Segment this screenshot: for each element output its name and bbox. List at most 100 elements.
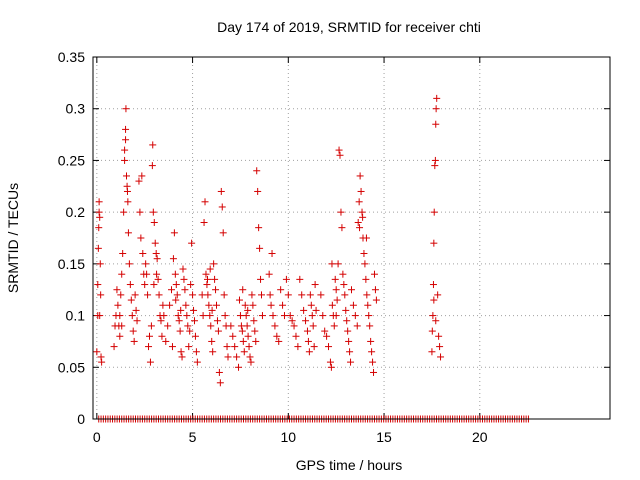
data-point: [341, 291, 349, 299]
data-point: [179, 265, 187, 273]
data-point: [432, 317, 440, 325]
data-point: [356, 224, 364, 232]
data-point: [250, 317, 258, 325]
data-point: [343, 317, 351, 325]
data-point: [212, 286, 220, 294]
data-point: [275, 337, 283, 345]
data-point: [363, 291, 371, 299]
data-point: [168, 286, 176, 294]
data-point: [338, 224, 346, 232]
data-point: [434, 291, 442, 299]
data-point: [93, 348, 101, 356]
data-point: [240, 348, 248, 356]
data-point: [258, 291, 266, 299]
data-point: [428, 348, 436, 356]
data-point: [172, 281, 180, 289]
data-point: [214, 327, 222, 335]
data-point: [238, 327, 246, 335]
grid: [93, 57, 610, 419]
data-point: [284, 291, 292, 299]
data-point: [370, 270, 378, 278]
data-point: [369, 358, 377, 366]
data-point: [182, 301, 190, 309]
data-point: [124, 229, 132, 237]
data-point: [331, 275, 339, 283]
data-point: [152, 250, 160, 258]
data-point: [334, 260, 342, 268]
data-point: [173, 291, 181, 299]
data-point: [358, 208, 366, 216]
data-point: [428, 327, 436, 335]
data-point: [150, 218, 158, 226]
data-point: [344, 327, 352, 335]
data-point: [123, 172, 131, 180]
y-tick-label: 0.05: [58, 359, 85, 375]
data-point: [153, 255, 161, 263]
data-point: [190, 317, 198, 325]
data-point: [239, 286, 247, 294]
data-point: [430, 239, 438, 247]
data-point: [95, 198, 103, 206]
data-point: [265, 270, 273, 278]
data-point: [113, 286, 121, 294]
data-point: [340, 281, 348, 289]
data-point: [116, 332, 124, 340]
data-point: [282, 275, 290, 283]
data-point: [215, 368, 223, 376]
data-point: [127, 296, 135, 304]
data-point: [190, 306, 198, 314]
data-point: [144, 291, 152, 299]
data-point: [348, 286, 355, 294]
data-point: [279, 301, 287, 309]
data-point: [327, 363, 335, 371]
y-tick-label: 0.3: [66, 101, 86, 117]
data-point: [157, 317, 165, 325]
data-point: [362, 234, 370, 242]
data-point: [122, 125, 130, 133]
data-point: [290, 322, 298, 330]
data-point: [253, 167, 261, 175]
data-point: [326, 358, 334, 366]
data-point: [429, 312, 437, 320]
data-point: [365, 312, 373, 320]
data-point: [204, 291, 212, 299]
data-point: [131, 291, 139, 299]
data-point: [206, 312, 214, 320]
y-tick-label: 0.25: [58, 152, 85, 168]
data-point: [130, 337, 138, 345]
data-point: [288, 317, 296, 325]
data-point: [255, 224, 263, 232]
data-point: [96, 260, 104, 268]
data-point: [357, 187, 365, 195]
data-point: [186, 327, 194, 335]
data-point: [141, 281, 149, 289]
data-point: [199, 312, 207, 320]
x-tick-label: 5: [189, 429, 197, 445]
data-point: [118, 322, 126, 330]
chart-title: Day 174 of 2019, SRMTID for receiver cht…: [217, 19, 481, 35]
data-point: [368, 348, 376, 356]
data-point: [247, 358, 255, 366]
data-point: [304, 337, 312, 345]
data-point: [136, 208, 144, 216]
data-point: [122, 105, 130, 113]
data-point: [345, 337, 353, 345]
data-point: [430, 296, 438, 304]
data-point: [191, 332, 199, 340]
data-point: [235, 363, 243, 371]
data-point: [258, 312, 266, 320]
data-point: [132, 306, 140, 314]
data-point: [170, 229, 178, 237]
data-point: [351, 312, 359, 320]
data-point: [229, 332, 237, 340]
data-point: [347, 358, 355, 366]
data-point: [307, 301, 315, 309]
data-point: [251, 327, 259, 335]
data-point: [158, 332, 166, 340]
data-point: [185, 343, 193, 351]
data-point: [356, 172, 364, 180]
data-point: [192, 348, 200, 356]
data-point: [432, 120, 440, 128]
data-point: [164, 322, 172, 330]
data-point: [116, 312, 124, 320]
